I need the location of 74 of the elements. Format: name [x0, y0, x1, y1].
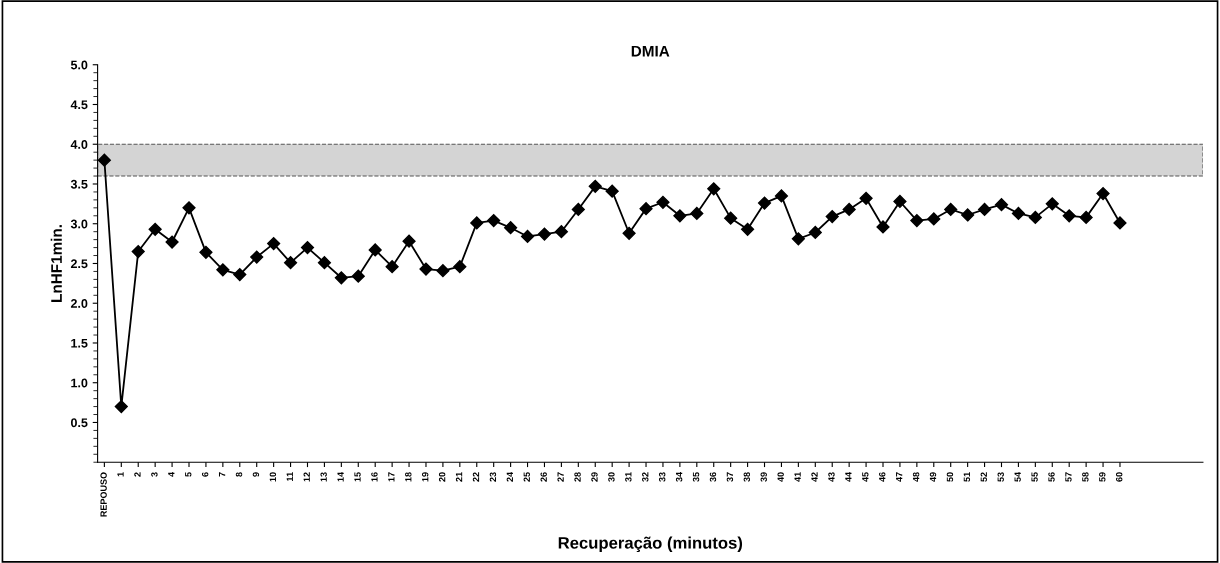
x-tick-label: 27: [557, 472, 564, 482]
x-tick-label: 3: [151, 472, 158, 477]
x-tick-label: 47: [896, 472, 903, 482]
x-tick-label: 5: [185, 472, 192, 477]
x-tick-label: 26: [540, 472, 547, 482]
y-tick-label: 2.0: [70, 299, 88, 308]
y-tick-label: 3.5: [70, 179, 88, 189]
x-tick-label: 33: [658, 472, 666, 482]
x-tick-label: 38: [743, 472, 751, 482]
x-tick-label: 13: [320, 472, 327, 482]
x-tick-label: 40: [777, 472, 784, 482]
x-tick-label: 60: [1116, 472, 1123, 482]
x-tick-label: 24: [506, 471, 513, 482]
x-tick-label: 17: [388, 472, 395, 482]
x-tick-label: 42: [811, 472, 818, 482]
x-tick-label: 28: [574, 472, 581, 482]
x-tick-label: 8: [235, 472, 243, 477]
x-tick-label: 4: [168, 471, 175, 477]
x-tick-label: 14: [337, 471, 344, 482]
y-axis-title: LnHF1min.: [50, 225, 62, 302]
chart-title: DMIA: [631, 45, 670, 57]
x-tick-label: 31: [625, 472, 632, 482]
y-tick-label: 2.5: [70, 259, 88, 269]
x-tick-label: 46: [879, 472, 886, 482]
x-tick-label: 52: [980, 472, 987, 482]
x-tick-label: 41: [794, 472, 801, 482]
x-tick-label: 36: [709, 472, 717, 482]
x-tick-label: 29: [591, 472, 598, 482]
y-tick-label: 4.0: [70, 140, 88, 149]
y-tick-label: 1.0: [71, 378, 88, 388]
x-tick-label: 22: [472, 472, 480, 482]
x-tick-label: 2: [134, 472, 141, 477]
x-tick-label: 11: [286, 472, 293, 481]
x-tick-label: 51: [963, 472, 971, 482]
x-tick-label: 56: [1048, 472, 1055, 482]
y-tick-label: 1.5: [71, 338, 88, 348]
x-tick-label: 30: [608, 472, 615, 482]
x-tick-label: 44: [845, 471, 852, 482]
x-tick-label: 49: [929, 472, 937, 482]
x-tick-label: 23: [489, 472, 497, 482]
x-tick-label: 45: [862, 472, 869, 482]
y-tick-label: 3.0: [70, 219, 88, 229]
x-tick-label: 20: [438, 472, 446, 482]
x-tick-label: 55: [1031, 472, 1038, 482]
x-tick-label: 16: [371, 472, 378, 482]
x-tick-label: 25: [523, 472, 530, 482]
x-tick-label: 15: [354, 472, 361, 482]
x-tick-label: 53: [997, 472, 1004, 482]
x-tick-label: 50: [946, 472, 954, 482]
x-tick-label: 9: [252, 472, 260, 477]
x-tick-label: 54: [1014, 471, 1021, 482]
x-tick-label: 18: [405, 472, 412, 482]
x-axis-title: Recuperação (minutos): [558, 536, 743, 553]
x-tick-label: 35: [692, 472, 700, 482]
x-tick-label: 32: [642, 472, 649, 482]
x-tick-label: 7: [218, 472, 226, 477]
x-tick-label: 37: [726, 472, 734, 482]
x-tick-label: 48: [912, 472, 920, 482]
x-tick-label: 34: [675, 471, 683, 482]
x-tick-label: 57: [1065, 472, 1072, 482]
x-tick-label: 12: [303, 472, 310, 482]
x-tick-label: 1: [117, 472, 124, 477]
x-tick-label: REPOUSO: [100, 472, 107, 517]
x-tick-label: 58: [1082, 472, 1089, 482]
x-tick-label: 43: [828, 472, 835, 482]
y-tick-label: 0.5: [71, 418, 88, 428]
y-tick-label: 4.5: [70, 100, 88, 110]
x-tick-label: 19: [422, 472, 429, 482]
x-tick-label: 21: [455, 472, 463, 482]
x-tick-label: 39: [760, 472, 767, 482]
x-tick-label: 6: [201, 472, 209, 477]
y-tick-label: 5.0: [70, 60, 88, 70]
x-tick-label: 10: [269, 472, 277, 482]
x-tick-label: 59: [1099, 472, 1106, 482]
